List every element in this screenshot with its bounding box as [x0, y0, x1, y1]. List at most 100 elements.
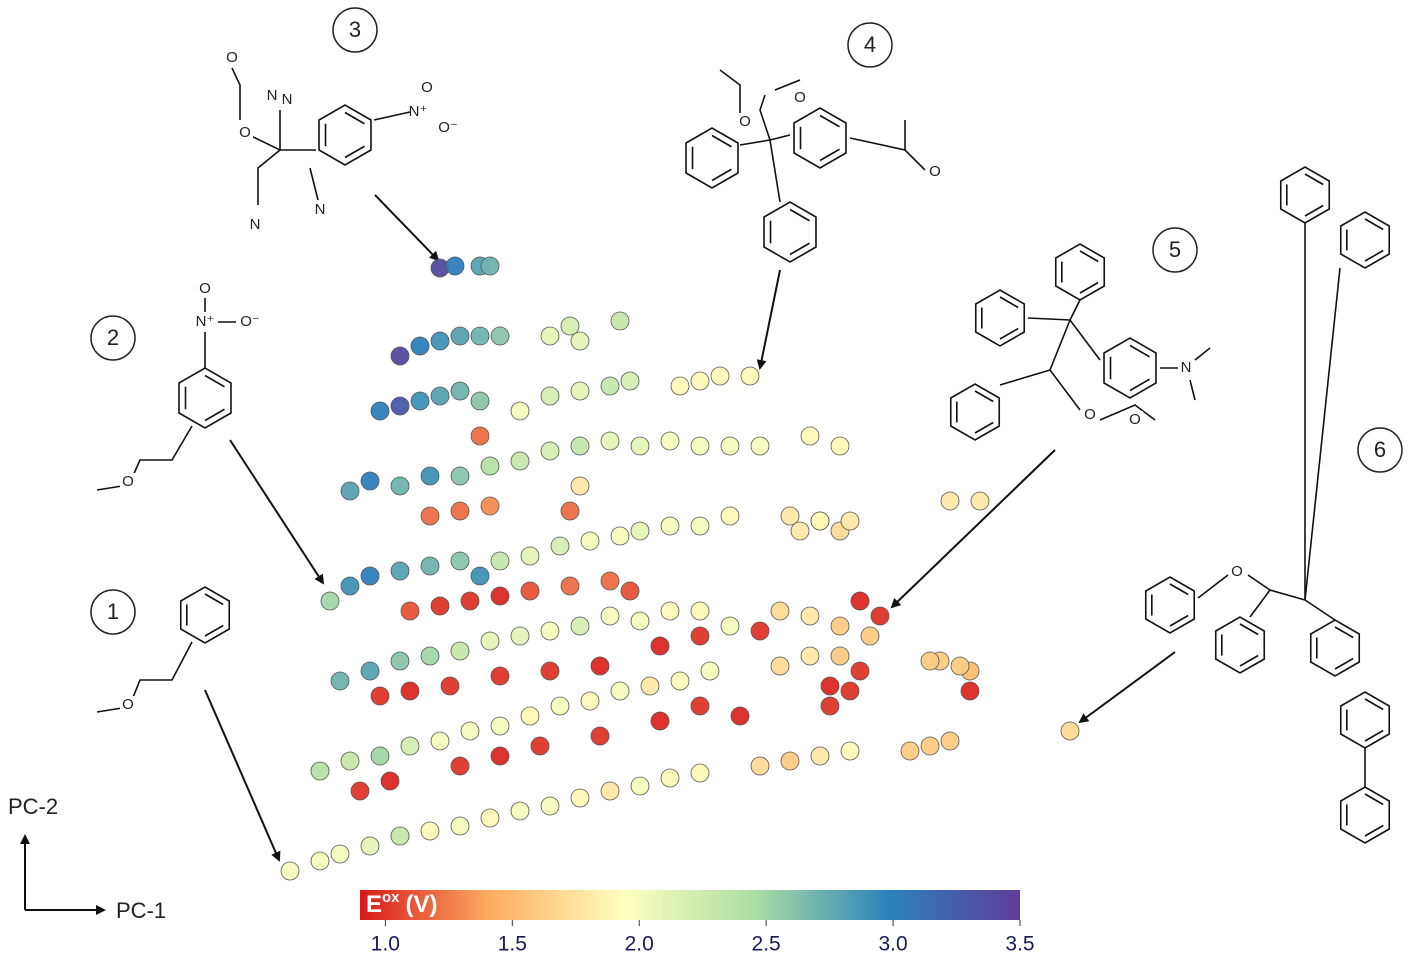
point: [330, 671, 350, 691]
atom-label: N: [267, 87, 278, 104]
point: [940, 491, 960, 511]
point: [720, 436, 740, 456]
compound-number: 2: [107, 325, 119, 350]
atom-bg: [1229, 563, 1245, 581]
double-bond: [1079, 281, 1099, 294]
atom-bg: [1178, 359, 1194, 377]
atom-bg: [224, 49, 240, 67]
point: [450, 326, 470, 346]
point: [570, 436, 590, 456]
point: [750, 436, 770, 456]
compound-number-circle: [847, 22, 893, 68]
benzene-ring: [1214, 616, 1266, 674]
point: [450, 466, 470, 486]
point: [950, 656, 970, 676]
atom-bg: [419, 79, 435, 97]
point: [445, 256, 465, 276]
point: [820, 696, 840, 716]
double-bond: [1364, 729, 1384, 742]
point: [390, 826, 410, 846]
bond: [719, 69, 741, 118]
point: [900, 741, 920, 761]
colorbar: [360, 890, 1020, 920]
atom-label: N⁺: [196, 313, 215, 330]
point: [360, 661, 380, 681]
colorbar-label-main: E: [366, 891, 382, 918]
bond: [1304, 599, 1336, 621]
point: [720, 616, 740, 636]
bond: [769, 139, 781, 203]
point: [450, 551, 470, 571]
point: [600, 431, 620, 451]
point: [780, 506, 800, 526]
double-bond: [1334, 657, 1354, 670]
double-bond: [711, 134, 732, 148]
benzene-ring: [949, 383, 1001, 441]
point: [510, 626, 530, 646]
point: [540, 621, 560, 641]
bond: [231, 67, 241, 120]
atom-bg: [279, 91, 295, 109]
benzene-ring: [974, 289, 1026, 347]
point: [630, 776, 650, 796]
point: [570, 331, 590, 351]
point: [600, 571, 620, 591]
atom-bg: [120, 696, 136, 714]
bond: [739, 134, 791, 146]
point: [540, 326, 560, 346]
point: [920, 736, 940, 756]
benzene-ring: [685, 127, 739, 189]
atom-bg: [440, 119, 456, 137]
atom-bg: [197, 280, 213, 298]
point: [580, 531, 600, 551]
double-bond: [344, 111, 365, 125]
point: [510, 451, 530, 471]
point: [540, 661, 560, 681]
atom-label: O⁻: [438, 119, 458, 136]
point: [770, 656, 790, 676]
point: [570, 381, 590, 401]
point: [540, 386, 560, 406]
points: [280, 256, 1080, 881]
point: [400, 736, 420, 756]
arrow: [1078, 651, 1176, 724]
double-bond: [1239, 623, 1259, 636]
double-bond: [789, 208, 810, 222]
bond: [373, 111, 411, 121]
point: [630, 611, 650, 631]
atom-label: N: [250, 216, 261, 233]
double-bond: [999, 327, 1019, 340]
point: [830, 436, 850, 456]
point: [560, 501, 580, 521]
point: [610, 681, 630, 701]
bond: [774, 79, 801, 91]
bond: [1027, 317, 1101, 361]
point: [470, 326, 490, 346]
point: [490, 586, 510, 606]
atom-bg: [1127, 411, 1143, 429]
point: [730, 706, 750, 726]
bond: [759, 94, 771, 141]
compound-number: 3: [349, 17, 361, 42]
point: [790, 521, 810, 541]
point: [1060, 721, 1080, 741]
point: [360, 471, 380, 491]
double-bond: [819, 114, 840, 128]
point: [630, 436, 650, 456]
point: [470, 566, 490, 586]
point: [340, 751, 360, 771]
atom-bg: [197, 313, 213, 331]
colorbar-tick-label: 2.5: [752, 933, 781, 956]
benzene-ring: [1103, 337, 1157, 399]
colorbar-label-sup: ox: [382, 889, 400, 906]
colorbar-tick-label: 3.5: [1005, 933, 1034, 956]
compound-number-circle: [1152, 227, 1198, 273]
atom-label: O: [739, 113, 751, 130]
point: [310, 851, 330, 871]
point: [570, 788, 590, 808]
point: [590, 656, 610, 676]
compound-number: 6: [1374, 437, 1386, 462]
point: [820, 676, 840, 696]
point: [460, 721, 480, 741]
point: [540, 441, 560, 461]
